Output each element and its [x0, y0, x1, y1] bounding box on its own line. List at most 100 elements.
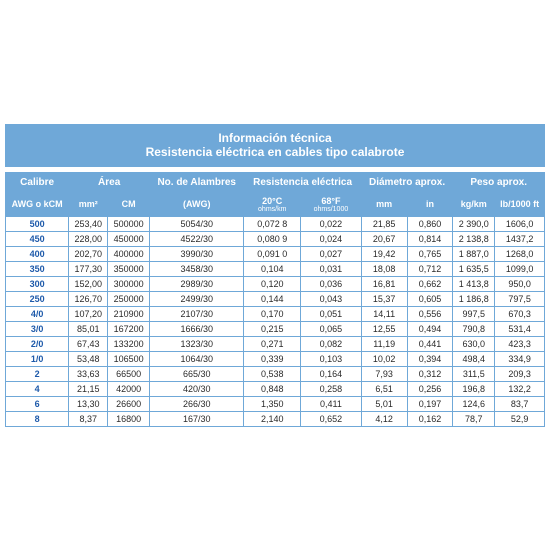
col-sub-8: kg/km — [453, 192, 495, 216]
cell-2: 16800 — [108, 411, 150, 426]
table-row: 450228,004500004522/300,080 90,02420,670… — [6, 231, 545, 246]
cell-3: 665/30 — [150, 366, 244, 381]
cell-8: 196,8 — [453, 381, 495, 396]
title-line-2: Resistencia eléctrica en cables tipo cal… — [5, 145, 545, 159]
cell-8: 1 635,5 — [453, 261, 495, 276]
col-group-diametro: Diámetro aprox. — [361, 172, 453, 192]
cell-5: 0,652 — [301, 411, 362, 426]
cell-4: 2,140 — [244, 411, 301, 426]
cell-3: 167/30 — [150, 411, 244, 426]
cell-4: 0,104 — [244, 261, 301, 276]
cell-3: 266/30 — [150, 396, 244, 411]
cell-0: 4 — [6, 381, 69, 396]
cell-6: 12,55 — [361, 321, 407, 336]
cell-3: 1064/30 — [150, 351, 244, 366]
cell-4: 0,144 — [244, 291, 301, 306]
col-group-alambres: No. de Alambres — [150, 172, 244, 192]
table-row: 421,1542000420/300,8480,2586,510,256196,… — [6, 381, 545, 396]
cell-0: 6 — [6, 396, 69, 411]
cell-4: 0,538 — [244, 366, 301, 381]
cell-6: 18,08 — [361, 261, 407, 276]
cell-4: 0,072 8 — [244, 216, 301, 231]
cell-4: 0,120 — [244, 276, 301, 291]
col-sub-1: mm² — [69, 192, 108, 216]
col-group-calibre: Calibre — [6, 172, 69, 192]
cell-7: 0,394 — [407, 351, 453, 366]
cell-7: 0,662 — [407, 276, 453, 291]
cell-6: 14,11 — [361, 306, 407, 321]
table-row: 250126,702500002499/300,1440,04315,370,6… — [6, 291, 545, 306]
col-group-resistencia: Resistencia eléctrica — [244, 172, 361, 192]
col-sub-6: mm — [361, 192, 407, 216]
cell-6: 5,01 — [361, 396, 407, 411]
cell-7: 0,765 — [407, 246, 453, 261]
col-sub-9: lb/1000 ft — [495, 192, 545, 216]
cell-1: 33,63 — [69, 366, 108, 381]
cell-8: 124,6 — [453, 396, 495, 411]
cell-4: 0,339 — [244, 351, 301, 366]
cell-5: 0,164 — [301, 366, 362, 381]
cell-2: 250000 — [108, 291, 150, 306]
resistance-table: Calibre Área No. de Alambres Resistencia… — [5, 172, 545, 427]
cell-6: 10,02 — [361, 351, 407, 366]
cell-1: 177,30 — [69, 261, 108, 276]
cell-1: 126,70 — [69, 291, 108, 306]
cell-3: 5054/30 — [150, 216, 244, 231]
cell-4: 0,080 9 — [244, 231, 301, 246]
cell-1: 67,43 — [69, 336, 108, 351]
table-row: 3/085,011672001666/300,2150,06512,550,49… — [6, 321, 545, 336]
cell-8: 498,4 — [453, 351, 495, 366]
cell-0: 250 — [6, 291, 69, 306]
col-sub-4: 20°Cohms/km — [244, 192, 301, 216]
col-group-peso: Peso aprox. — [453, 172, 545, 192]
cell-5: 0,411 — [301, 396, 362, 411]
cell-5: 0,051 — [301, 306, 362, 321]
cell-5: 0,065 — [301, 321, 362, 336]
cell-9: 670,3 — [495, 306, 545, 321]
cell-1: 228,00 — [69, 231, 108, 246]
table-row: 1/053,481065001064/300,3390,10310,020,39… — [6, 351, 545, 366]
cell-0: 400 — [6, 246, 69, 261]
cell-7: 0,162 — [407, 411, 453, 426]
table-body: 500253,405000005054/300,072 80,02221,850… — [6, 216, 545, 426]
cell-9: 423,3 — [495, 336, 545, 351]
cell-9: 531,4 — [495, 321, 545, 336]
cell-9: 1268,0 — [495, 246, 545, 261]
cell-2: 133200 — [108, 336, 150, 351]
cell-5: 0,103 — [301, 351, 362, 366]
cell-0: 4/0 — [6, 306, 69, 321]
cell-5: 0,024 — [301, 231, 362, 246]
header-group-row: Calibre Área No. de Alambres Resistencia… — [6, 172, 545, 192]
cell-5: 0,036 — [301, 276, 362, 291]
cell-9: 950,0 — [495, 276, 545, 291]
cell-5: 0,082 — [301, 336, 362, 351]
cell-9: 83,7 — [495, 396, 545, 411]
table-title: Información técnica Resistencia eléctric… — [5, 124, 545, 167]
table-header: Calibre Área No. de Alambres Resistencia… — [6, 172, 545, 216]
cell-6: 6,51 — [361, 381, 407, 396]
table-row: 2/067,431332001323/300,2710,08211,190,44… — [6, 336, 545, 351]
cell-4: 0,170 — [244, 306, 301, 321]
cell-2: 106500 — [108, 351, 150, 366]
cell-6: 16,81 — [361, 276, 407, 291]
cell-8: 2 138,8 — [453, 231, 495, 246]
cell-8: 1 887,0 — [453, 246, 495, 261]
cell-6: 20,67 — [361, 231, 407, 246]
title-line-1: Información técnica — [5, 131, 545, 145]
cell-0: 8 — [6, 411, 69, 426]
cell-4: 0,848 — [244, 381, 301, 396]
cell-8: 311,5 — [453, 366, 495, 381]
table-row: 88,3716800167/302,1400,6524,120,16278,75… — [6, 411, 545, 426]
cell-6: 19,42 — [361, 246, 407, 261]
cell-1: 8,37 — [69, 411, 108, 426]
cell-2: 350000 — [108, 261, 150, 276]
cell-9: 52,9 — [495, 411, 545, 426]
col-sub-7: in — [407, 192, 453, 216]
cell-3: 420/30 — [150, 381, 244, 396]
cell-0: 2 — [6, 366, 69, 381]
cell-6: 7,93 — [361, 366, 407, 381]
cell-5: 0,022 — [301, 216, 362, 231]
cell-6: 21,85 — [361, 216, 407, 231]
cell-0: 1/0 — [6, 351, 69, 366]
cell-8: 790,8 — [453, 321, 495, 336]
